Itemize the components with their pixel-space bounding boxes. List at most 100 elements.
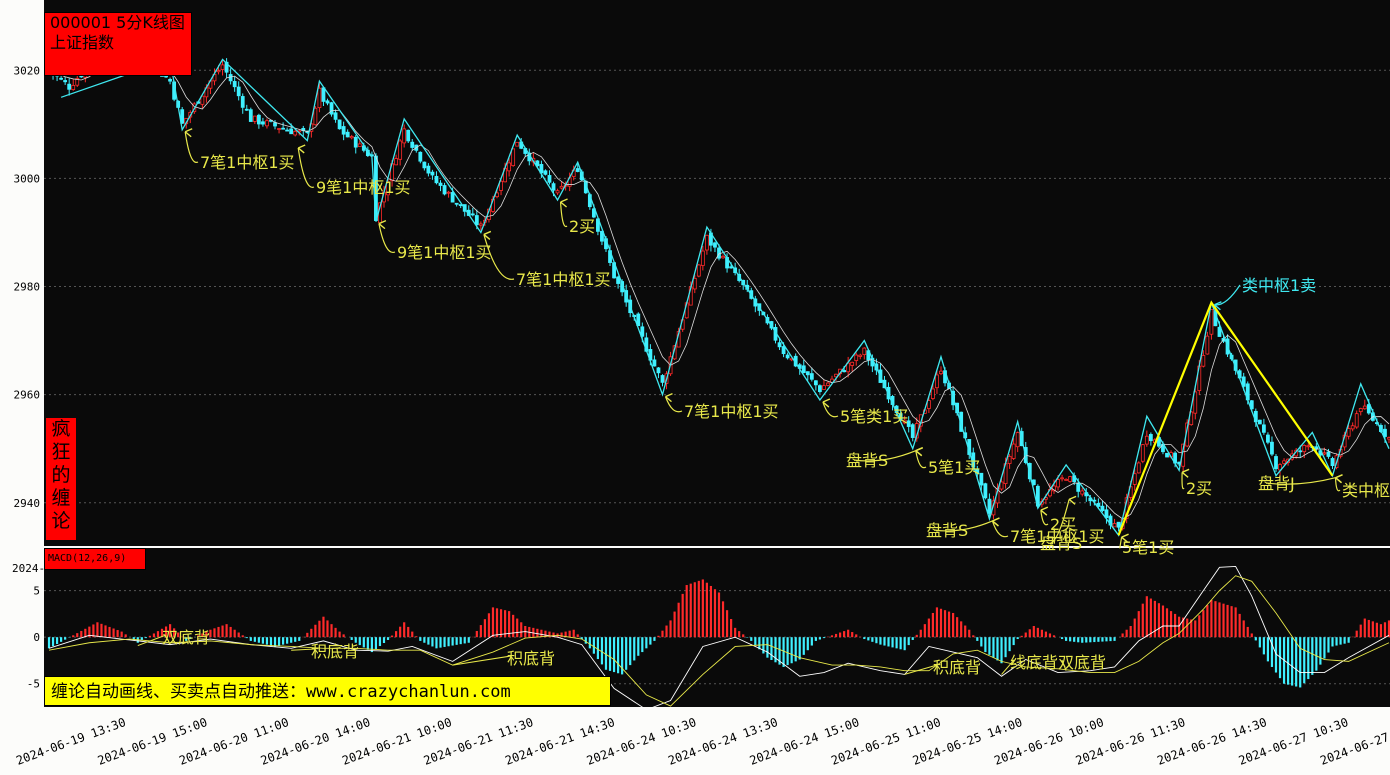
candle-body xyxy=(1100,505,1105,511)
candle-body xyxy=(1193,391,1198,414)
cut-label: 2024- xyxy=(12,562,45,575)
candle-body xyxy=(515,141,520,147)
candle-body xyxy=(430,171,435,176)
candle-body xyxy=(854,354,859,361)
signal-arrow xyxy=(483,234,515,280)
side-char: 的 xyxy=(51,464,71,486)
candle-body xyxy=(240,96,245,108)
candle-body xyxy=(1060,477,1064,480)
candle-body xyxy=(341,126,346,135)
signal-arrow-head xyxy=(822,398,831,408)
candle-body xyxy=(616,276,620,284)
candle-body xyxy=(1306,445,1311,448)
side-char: 缠 xyxy=(51,487,71,509)
signal-arrow xyxy=(559,201,568,228)
signal-arrow xyxy=(915,450,927,469)
candle-body xyxy=(1052,485,1056,492)
candle-body xyxy=(704,234,709,251)
candle-body xyxy=(1354,413,1359,428)
candle-body xyxy=(1136,462,1141,474)
segment-line xyxy=(1117,300,1334,536)
signal-arrow-head xyxy=(560,198,568,208)
candle-body xyxy=(1209,309,1214,335)
candle-body xyxy=(438,182,443,186)
candle-body xyxy=(329,102,334,115)
candle-body xyxy=(858,354,863,357)
macd-histogram xyxy=(47,579,1390,688)
candle-body xyxy=(1383,428,1387,437)
candle-body xyxy=(337,119,342,130)
signal-label: 盘背S xyxy=(846,451,888,470)
candle-body xyxy=(454,202,459,205)
candle-body xyxy=(180,109,185,124)
candle-body xyxy=(357,143,362,147)
candle-body xyxy=(293,130,298,136)
signal-label: 类中枢 xyxy=(1342,481,1390,500)
candle-body xyxy=(1282,460,1286,464)
candle-body xyxy=(1076,483,1081,492)
candle-body xyxy=(1362,405,1367,410)
candle-body xyxy=(983,483,988,499)
candle-body xyxy=(220,64,225,70)
candle-body xyxy=(1112,523,1117,528)
candle-body xyxy=(660,375,665,383)
candle-body xyxy=(1201,355,1206,367)
macd-y-tick-label: -5 xyxy=(27,678,40,691)
candle-body xyxy=(1096,503,1101,507)
divergence-label: 积底背 xyxy=(507,649,555,668)
candle-body xyxy=(442,185,447,195)
candle-body xyxy=(1249,400,1254,410)
signal-label: 2买 xyxy=(569,217,595,236)
moving-average-line xyxy=(48,47,1390,520)
candle-body xyxy=(822,385,826,390)
candle-body xyxy=(313,107,318,126)
bi-stroke-line xyxy=(60,58,1390,537)
candle-body xyxy=(931,388,935,399)
candle-body xyxy=(1261,424,1266,433)
candle-body xyxy=(1007,456,1012,464)
candle-body xyxy=(979,472,984,486)
candle-body xyxy=(600,230,604,242)
signal-label: 5笔1买 xyxy=(928,458,980,477)
side-char: 疯 xyxy=(51,418,71,440)
candle-body xyxy=(1241,376,1246,387)
signal-label: 9笔1中枢1买 xyxy=(397,243,492,262)
divergence-pointer xyxy=(904,664,938,675)
signal-arrow-head xyxy=(1181,468,1190,478)
candle-body xyxy=(200,95,205,105)
signal-label: 7笔1中枢1买 xyxy=(516,270,611,289)
macd-y-tick-label: 0 xyxy=(33,631,40,644)
candle-body xyxy=(446,191,451,194)
signal-arrow-head xyxy=(991,517,1000,527)
candle-body xyxy=(1104,509,1109,519)
candle-body xyxy=(999,481,1004,490)
candle-body xyxy=(547,175,552,183)
candle-body xyxy=(281,127,285,130)
candle-body xyxy=(63,80,68,83)
signal-label: 7笔1中枢1买 xyxy=(200,153,295,172)
signal-label: 7笔1中枢1买 xyxy=(1010,527,1105,546)
candle-body xyxy=(434,175,439,184)
candle-body xyxy=(636,313,641,327)
signal-arrow xyxy=(1334,477,1341,492)
candle-body xyxy=(1165,452,1169,458)
candle-body xyxy=(499,180,503,191)
candle-body xyxy=(406,129,411,142)
candle-body xyxy=(285,129,290,132)
candle-body xyxy=(386,181,390,196)
y-tick-label: 2940 xyxy=(14,497,41,510)
divergence-label: 线底背 xyxy=(1010,653,1058,672)
candle-body xyxy=(975,468,980,474)
candle-body xyxy=(1322,452,1327,455)
signal-arrow-head xyxy=(665,392,673,403)
candle-body xyxy=(273,122,277,127)
signal-arrow-head xyxy=(1213,301,1222,311)
candle-body xyxy=(1330,458,1335,467)
divergence-pointer xyxy=(452,655,512,666)
signal-label: 盘背S xyxy=(926,521,968,540)
candle-body xyxy=(333,112,338,120)
candle-body xyxy=(1346,428,1351,437)
candle-body xyxy=(1366,404,1371,414)
candle-body xyxy=(842,370,847,373)
